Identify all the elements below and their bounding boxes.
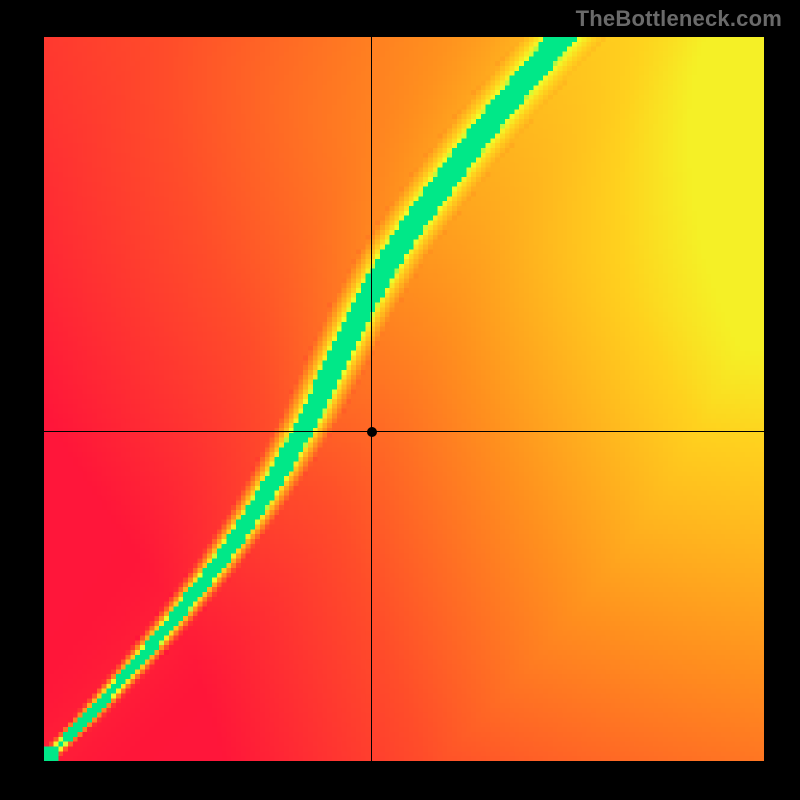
chart-container: TheBottleneck.com xyxy=(0,0,800,800)
watermark-text: TheBottleneck.com xyxy=(576,6,782,32)
bottleneck-heatmap xyxy=(44,37,764,761)
